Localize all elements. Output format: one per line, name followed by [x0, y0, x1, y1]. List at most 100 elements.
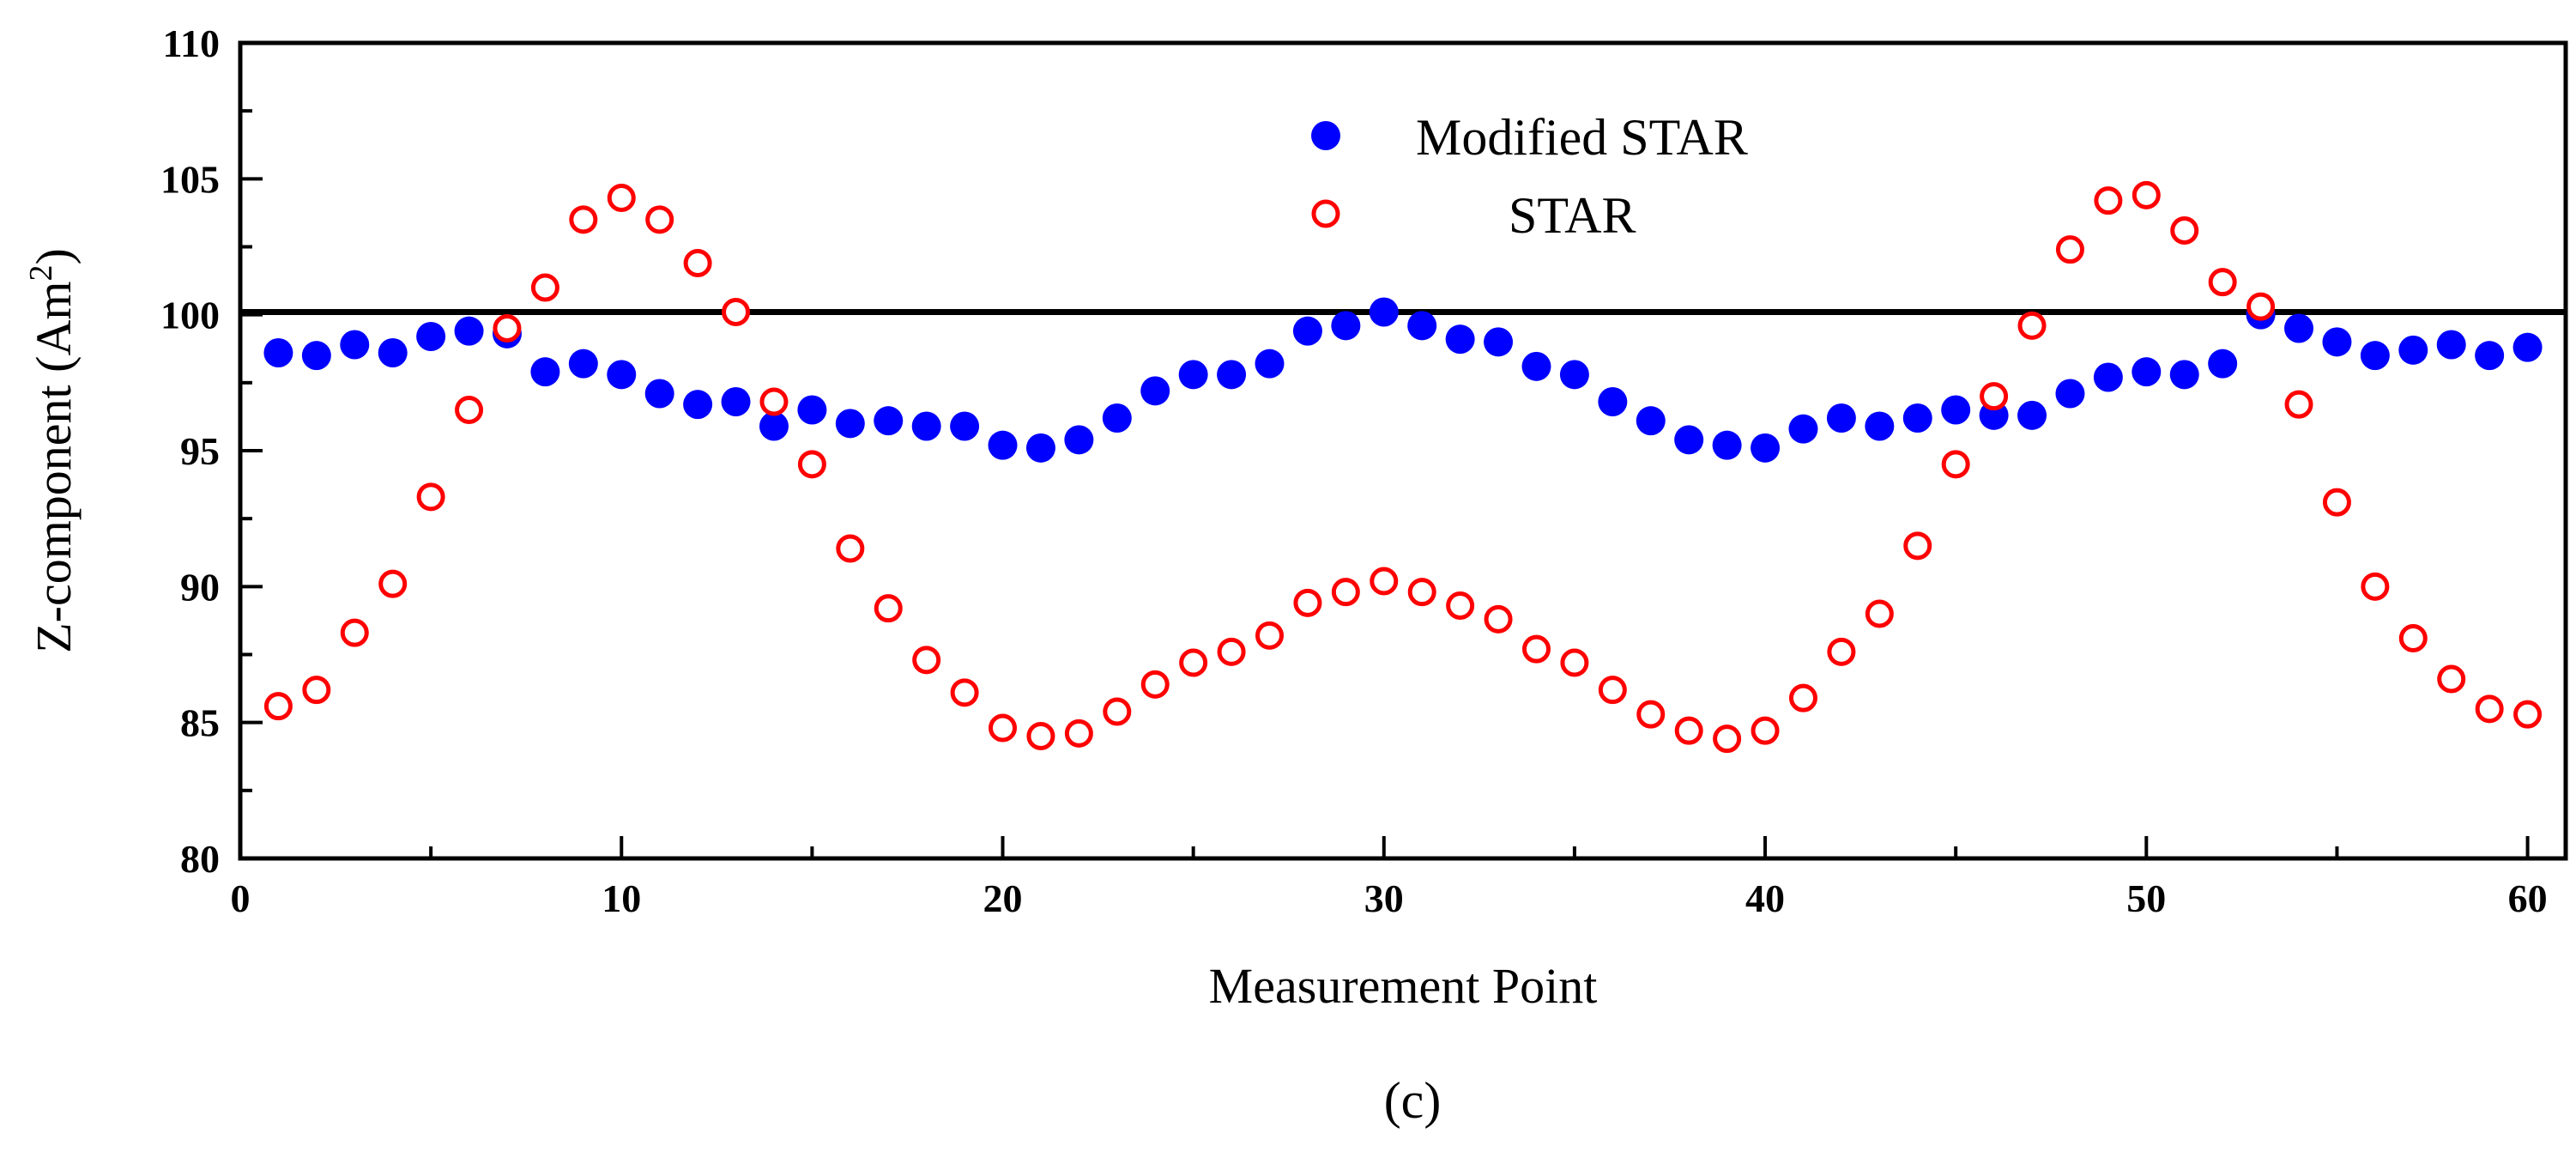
x-tick-label: 30: [1364, 876, 1404, 920]
x-tick-label: 60: [2508, 876, 2548, 920]
star-point: [1827, 637, 1856, 666]
star-point: [2055, 235, 2084, 264]
tick-layer: 0 10 20 30 40 50 60 80 85 90 95 100 105 110: [160, 21, 2548, 920]
star-point: [302, 676, 331, 705]
modified-star-point: [2398, 335, 2428, 365]
x-tick-label: 0: [231, 876, 251, 920]
legend-marker-star: [1311, 199, 1340, 228]
star-point: [1179, 648, 1208, 677]
modified-star-point: [416, 322, 446, 351]
modified-star-point: [1292, 316, 1322, 346]
star-point: [1140, 670, 1170, 699]
star-point: [1751, 716, 1780, 745]
star-point: [1331, 578, 1360, 607]
modified-star-point: [1484, 327, 1514, 357]
star-point: [2284, 390, 2313, 419]
star-point: [2017, 311, 2047, 340]
star-point: [1407, 578, 1436, 607]
star-point: [263, 692, 293, 721]
star-point: [1598, 676, 1627, 705]
star-point: [530, 273, 559, 302]
star-point: [1980, 382, 2009, 411]
star-point: [2094, 186, 2123, 215]
star-point: [1560, 648, 1589, 677]
modified-star-point: [1559, 360, 1589, 390]
star-point: [1255, 621, 1285, 650]
star-point: [416, 482, 445, 512]
modified-star-point: [644, 379, 674, 409]
modified-star-point: [874, 406, 904, 436]
modified-star-point: [2284, 313, 2314, 343]
modified-star-point: [683, 390, 713, 420]
x-tick-label: 20: [983, 876, 1023, 920]
modified-star-point: [721, 387, 751, 416]
modified-star-point: [340, 330, 370, 360]
modified-star-point: [2436, 330, 2466, 360]
modified-star-point: [2132, 357, 2162, 387]
y-axis-title: Z-component (Am2): [23, 248, 82, 653]
modified-star-point: [1521, 351, 1551, 381]
star-point: [1446, 591, 1475, 620]
modified-star-point: [1178, 360, 1208, 390]
y-tick-label: 90: [180, 565, 220, 609]
modified-star-point: [1102, 403, 1132, 433]
modified-star-point: [1445, 324, 1475, 355]
y-tick-label: 100: [160, 294, 220, 337]
modified-star-point: [1902, 403, 1932, 433]
star-point: [455, 396, 484, 424]
modified-star-point: [1369, 297, 1399, 327]
modified-star-point: [530, 357, 560, 387]
modified-star-point: [263, 338, 293, 367]
modified-star-point: [759, 411, 789, 441]
legend: Modified STAR STAR: [1311, 109, 1748, 244]
modified-star-point: [988, 430, 1018, 460]
star-point: [1788, 683, 1817, 712]
series-star: [263, 180, 2543, 754]
x-tick-label: 40: [1745, 876, 1785, 920]
modified-star-point: [301, 341, 331, 371]
modified-star-point: [1865, 411, 1895, 441]
modified-star-point: [2093, 362, 2123, 392]
modified-star-point: [2322, 327, 2352, 357]
modified-star-point: [1217, 360, 1247, 390]
star-point: [1064, 718, 1093, 748]
star-point: [683, 249, 712, 277]
plot-frame: [238, 40, 2568, 861]
star-point: [1674, 716, 1703, 745]
modified-star-point: [568, 349, 598, 379]
modified-star-point: [454, 316, 484, 346]
star-point: [2513, 700, 2543, 729]
star-point: [2208, 268, 2237, 297]
y-tick-label: 80: [180, 837, 220, 881]
series-modified-star: [263, 297, 2543, 463]
modified-star-point: [911, 411, 941, 441]
y-tick-label: 110: [163, 21, 220, 65]
modified-star-point: [1826, 403, 1856, 433]
modified-star-point: [1331, 311, 1361, 341]
modified-star-point: [2475, 341, 2505, 371]
star-point: [2361, 572, 2390, 601]
star-point: [2398, 624, 2428, 652]
star-point: [569, 205, 598, 234]
modified-star-point: [2208, 349, 2238, 379]
modified-star-point: [1598, 387, 1628, 416]
star-point: [874, 594, 903, 623]
modified-star-point: [2169, 360, 2199, 390]
modified-star-point: [1140, 376, 1170, 406]
modified-star-point: [378, 338, 408, 367]
modified-star-point: [2513, 332, 2543, 362]
modified-star-point: [1255, 349, 1285, 379]
star-point: [1217, 637, 1246, 666]
modified-star-point: [2017, 400, 2047, 430]
modified-star-point: [1025, 433, 1055, 463]
modified-star-point: [797, 395, 827, 425]
star-point: [2437, 664, 2466, 694]
x-axis-title: Measurement Point: [1209, 958, 1598, 1014]
star-point: [340, 618, 369, 647]
star-point: [2322, 488, 2351, 517]
modified-star-point: [1751, 433, 1781, 463]
x-tick-label: 50: [2126, 876, 2166, 920]
star-point: [1521, 634, 1551, 664]
star-point: [1941, 450, 1970, 479]
